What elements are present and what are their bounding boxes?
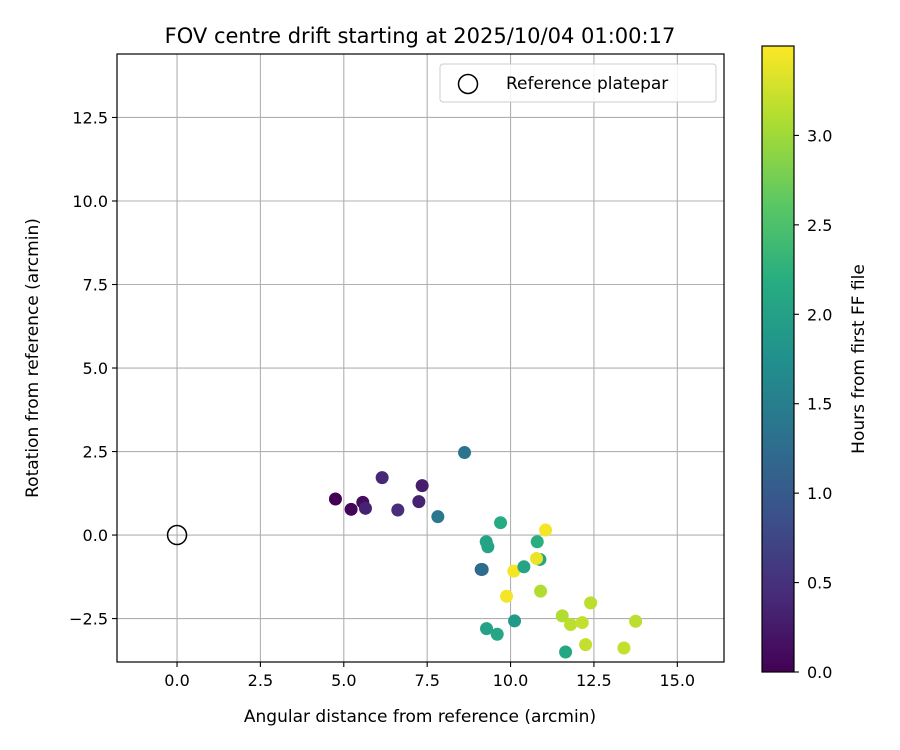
scatter-points	[328, 446, 643, 659]
scatter-point	[539, 523, 553, 537]
legend-box	[439, 63, 717, 103]
colorbar-frame	[761, 45, 795, 673]
y-tick-label: 12.5	[72, 108, 108, 127]
scatter-point	[555, 609, 569, 623]
scatter-point	[530, 551, 544, 565]
scatter-point	[575, 616, 589, 630]
colorbar-gradient	[762, 46, 794, 672]
colorbar: 0.0 0.5 1.0 1.5 2.0 2.5 3.0 Hours from first F…	[761, 45, 869, 682]
scatter-point	[517, 560, 531, 574]
scatter-point	[564, 618, 578, 632]
y-axis-label: Rotation from reference (arcmin)	[23, 218, 43, 498]
colorbar-label: Hours from first FF file	[849, 264, 869, 454]
scatter-point	[391, 503, 405, 517]
x-tick-label: 10.0	[493, 671, 529, 690]
plot-frame	[116, 53, 725, 663]
scatter-point	[358, 501, 372, 515]
scatter-point	[344, 502, 358, 516]
scatter-point	[559, 645, 573, 659]
colorbar-tick-label: 2.5	[807, 216, 832, 235]
x-tick-label: 0.0	[164, 671, 189, 690]
scatter-point	[579, 638, 593, 652]
x-tick-label: 12.5	[576, 671, 612, 690]
scatter-point	[480, 622, 494, 636]
y-tick-label: 7.5	[83, 276, 108, 295]
colorbar-tick-label: 3.0	[807, 126, 832, 145]
x-tick-label: 7.5	[414, 671, 439, 690]
x-axis-label: Angular distance from reference (arcmin)	[244, 707, 596, 727]
legend-label-reference-platepar: Reference platepar	[506, 74, 668, 94]
scatter-point	[458, 446, 472, 460]
legend: Reference platepar	[439, 63, 717, 103]
y-tick-label: 2.5	[83, 443, 108, 462]
scatter-point	[475, 562, 489, 576]
scatter-point	[534, 584, 548, 598]
scatter-point	[507, 564, 521, 578]
scatter-point	[617, 641, 631, 655]
y-tick-label: 5.0	[83, 359, 108, 378]
legend-open-circle-marker	[457, 73, 479, 95]
scatter-point	[500, 589, 514, 603]
scatter-point	[629, 614, 643, 628]
scatter-point	[530, 535, 544, 549]
scatter-point	[508, 614, 522, 628]
colorbar-tick-label: 1.5	[807, 395, 832, 414]
x-tick-label: 15.0	[659, 671, 695, 690]
scatter-point	[375, 471, 389, 485]
x-axis-ticks: 0.0 2.5 5.0 7.5 10.0 12.5 15.0	[164, 662, 695, 690]
scatter-point	[481, 540, 495, 554]
y-axis-ticks: −2.5 0.0 2.5 5.0 7.5 10.0 12.5	[69, 108, 117, 629]
scatter-point	[494, 516, 508, 530]
colorbar-tick-label: 0.5	[807, 574, 832, 593]
y-tick-label: 10.0	[72, 192, 108, 211]
x-tick-label: 2.5	[248, 671, 273, 690]
colorbar-ticks: 0.0 0.5 1.0 1.5 2.0 2.5 3.0	[794, 126, 832, 682]
colorbar-tick-label: 0.0	[807, 663, 832, 682]
scatter-point	[584, 596, 598, 610]
x-tick-label: 5.0	[331, 671, 356, 690]
scatter-point	[490, 627, 504, 641]
reference-platepar-marker	[166, 524, 188, 546]
scatter-point	[328, 492, 342, 506]
scatter-point	[415, 479, 429, 493]
y-tick-label: −2.5	[69, 610, 108, 629]
grid-lines	[117, 54, 724, 662]
colorbar-tick-label: 1.0	[807, 484, 832, 503]
scatter-point	[412, 495, 426, 509]
chart-title: FOV centre drift starting at 2025/10/04 …	[165, 24, 676, 48]
colorbar-tick-label: 2.0	[807, 305, 832, 324]
scatter-point	[431, 510, 445, 524]
y-tick-label: 0.0	[83, 526, 108, 545]
plot-area	[117, 54, 724, 662]
